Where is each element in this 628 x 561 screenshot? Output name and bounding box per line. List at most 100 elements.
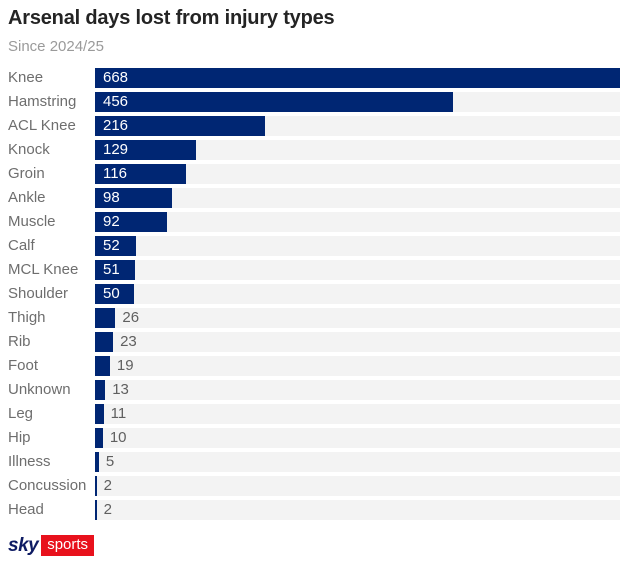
bar bbox=[95, 500, 97, 520]
bar bbox=[95, 452, 99, 472]
category-label: Calf bbox=[8, 237, 35, 254]
category-label: Rib bbox=[8, 333, 31, 350]
category-label: Illness bbox=[8, 453, 51, 470]
category-label: ACL Knee bbox=[8, 117, 76, 134]
category-label: Foot bbox=[8, 357, 39, 374]
category-label: Head bbox=[8, 501, 44, 518]
value-label: 50 bbox=[103, 285, 120, 302]
bar bbox=[95, 308, 116, 328]
chart-row: Illness 5 bbox=[8, 452, 620, 472]
category-label: Concussion bbox=[8, 477, 87, 494]
value-label: 26 bbox=[122, 309, 140, 326]
value-label: 216 bbox=[103, 117, 129, 134]
bar bbox=[95, 404, 104, 424]
chart-row: Concussion 2 bbox=[8, 476, 620, 496]
category-label: Leg bbox=[8, 405, 34, 422]
bar-track: 129 bbox=[95, 140, 620, 160]
category-label: Shoulder bbox=[8, 285, 69, 302]
sports-logo-badge: sports bbox=[41, 535, 95, 556]
bar bbox=[95, 428, 103, 448]
sky-sports-logo: sky sports bbox=[8, 535, 95, 556]
category-label: Hip bbox=[8, 429, 31, 446]
chart-row: MCL Knee 51 bbox=[8, 260, 620, 280]
bar bbox=[95, 92, 454, 112]
bar-track: 10 bbox=[95, 428, 620, 448]
chart-title: Arsenal days lost from injury types bbox=[8, 7, 335, 29]
value-label: 92 bbox=[103, 213, 120, 230]
bar bbox=[95, 380, 106, 400]
bar-track: 98 bbox=[95, 188, 620, 208]
value-label: 668 bbox=[103, 69, 129, 86]
value-label: 51 bbox=[103, 261, 120, 278]
value-label: 98 bbox=[103, 189, 120, 206]
chart-row: Knee 668 bbox=[8, 68, 620, 88]
bar-track: 23 bbox=[95, 332, 620, 352]
value-label: 10 bbox=[109, 429, 127, 446]
value-label: 52 bbox=[103, 237, 120, 254]
chart-row: Shoulder 50 bbox=[8, 284, 620, 304]
bar-track: 668 bbox=[95, 68, 620, 88]
value-label: 23 bbox=[120, 333, 137, 350]
bar-track: 19 bbox=[95, 356, 620, 376]
bar-track: 11 bbox=[95, 404, 620, 424]
category-label: Knee bbox=[8, 69, 44, 86]
value-label: 5 bbox=[105, 453, 115, 470]
chart-row: Muscle 92 bbox=[8, 212, 620, 232]
bar-track: 52 bbox=[95, 236, 620, 256]
bar-track: 2 bbox=[95, 500, 620, 520]
chart-row: Leg 11 bbox=[8, 404, 620, 424]
value-label: 129 bbox=[103, 141, 129, 158]
category-label: Groin bbox=[8, 165, 45, 182]
value-label: 2 bbox=[103, 477, 112, 494]
bar-track: 26 bbox=[95, 308, 620, 328]
chart-row: Thigh 26 bbox=[8, 308, 620, 328]
chart-row: Groin 116 bbox=[8, 164, 620, 184]
bar bbox=[95, 260, 136, 280]
bar-chart: Knee 668 Hamstring 456 ACL Knee 216 Knoc… bbox=[8, 68, 620, 524]
bar-track: 216 bbox=[95, 116, 620, 136]
bar bbox=[95, 212, 168, 232]
bar-track: 456 bbox=[95, 92, 620, 112]
chart-row: Calf 52 bbox=[8, 236, 620, 256]
bar bbox=[95, 68, 620, 88]
bar-track: 116 bbox=[95, 164, 620, 184]
chart-row: Unknown 13 bbox=[8, 380, 620, 400]
category-label: MCL Knee bbox=[8, 261, 79, 278]
bar-track: 92 bbox=[95, 212, 620, 232]
category-label: Unknown bbox=[8, 381, 71, 398]
chart-row: Head 2 bbox=[8, 500, 620, 520]
sky-logo-text: sky bbox=[8, 535, 39, 556]
bar bbox=[95, 356, 110, 376]
chart-row: Knock 129 bbox=[8, 140, 620, 160]
bar bbox=[95, 116, 265, 136]
chart-row: Rib 23 bbox=[8, 332, 620, 352]
bar bbox=[95, 236, 136, 256]
chart-row: Hamstring 456 bbox=[8, 92, 620, 112]
value-label: 2 bbox=[103, 501, 112, 518]
chart-row: Ankle 98 bbox=[8, 188, 620, 208]
category-label: Thigh bbox=[8, 309, 46, 326]
chart-row: Foot 19 bbox=[8, 356, 620, 376]
value-label: 19 bbox=[116, 357, 134, 374]
bar bbox=[95, 164, 187, 184]
category-label: Muscle bbox=[8, 213, 56, 230]
bar-track: 50 bbox=[95, 284, 620, 304]
value-label: 456 bbox=[103, 93, 129, 110]
category-label: Knock bbox=[8, 141, 50, 158]
bar bbox=[95, 476, 97, 496]
bar bbox=[95, 284, 135, 304]
chart-row: Hip 10 bbox=[8, 428, 620, 448]
chart-subtitle: Since 2024/25 bbox=[8, 38, 104, 55]
value-label: 13 bbox=[112, 381, 129, 398]
bar bbox=[95, 332, 114, 352]
bar-track: 5 bbox=[95, 452, 620, 472]
bar-track: 51 bbox=[95, 260, 620, 280]
bar-track: 13 bbox=[95, 380, 620, 400]
value-label: 116 bbox=[103, 165, 127, 182]
value-label: 11 bbox=[110, 405, 127, 422]
chart-row: ACL Knee 216 bbox=[8, 116, 620, 136]
bar bbox=[95, 188, 173, 208]
category-label: Hamstring bbox=[8, 93, 77, 110]
bar-track: 2 bbox=[95, 476, 620, 496]
